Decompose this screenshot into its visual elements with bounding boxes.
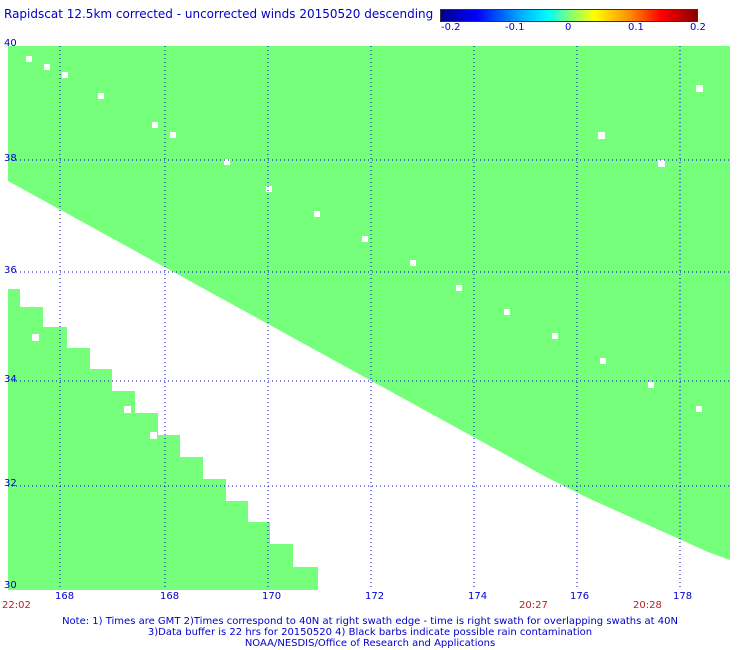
swath-upper-right-overlay (8, 46, 730, 560)
white-square (98, 93, 104, 99)
colorbar-label-neg-0-2: -0.2 (441, 22, 461, 33)
time-label-left: 22:02 (2, 600, 31, 611)
x-tick-168a: 168 (55, 591, 75, 602)
note-line-3: NOAA/NESDIS/Office of Research and Appli… (244, 638, 496, 649)
white-square (456, 285, 462, 291)
white-pixel-cluster (26, 56, 703, 439)
colorbar-label-zero: 0 (565, 22, 572, 33)
map-plot (8, 46, 730, 590)
colorbar-label-pos-0-2: 0.2 (690, 22, 706, 33)
y-tick-40: 40 (4, 38, 17, 49)
x-tick-178: 178 (673, 591, 693, 602)
white-square (170, 132, 176, 138)
y-tick-32: 32 (4, 478, 17, 489)
x-tick-176: 176 (570, 591, 590, 602)
x-tick-174: 174 (468, 591, 488, 602)
plot-svg (8, 46, 730, 590)
x-tick-170: 170 (262, 591, 282, 602)
x-tick-172: 172 (365, 591, 385, 602)
colorbar (440, 9, 698, 22)
y-tick-38: 38 (4, 153, 17, 164)
white-square (696, 406, 702, 412)
white-square (150, 432, 157, 439)
white-square (362, 236, 368, 242)
white-square (410, 260, 416, 266)
white-square (224, 159, 230, 165)
white-square (600, 358, 606, 364)
y-tick-30: 30 (4, 580, 17, 591)
white-square (598, 132, 605, 139)
x-tick-168b: 168 (160, 591, 180, 602)
colorbar-label-neg-0-1: -0.1 (505, 22, 525, 33)
white-square (266, 186, 272, 192)
white-square (648, 382, 654, 388)
white-square (552, 333, 558, 339)
time-label-mid2: 20:28 (633, 600, 662, 611)
white-square (62, 72, 68, 78)
white-square (32, 334, 39, 341)
note-line-1: Note: 1) Times are GMT 2)Times correspon… (62, 616, 678, 627)
white-square (26, 56, 32, 62)
time-label-mid1: 20:27 (519, 600, 548, 611)
white-square (658, 160, 665, 167)
white-square (314, 211, 320, 217)
white-square (696, 85, 703, 92)
white-square (152, 122, 158, 128)
white-square (44, 64, 50, 70)
white-square (504, 309, 510, 315)
grid-lines (8, 46, 730, 590)
colorbar-label-pos-0-1: 0.1 (628, 22, 644, 33)
note-line-2: 3)Data buffer is 22 hrs for 20150520 4) … (147, 627, 593, 638)
y-tick-36: 36 (4, 265, 17, 276)
plot-title: Rapidscat 12.5km corrected - uncorrected… (4, 7, 434, 21)
y-tick-34: 34 (4, 374, 17, 385)
swath-lower-left-overlay (8, 289, 318, 590)
white-square (124, 406, 131, 413)
